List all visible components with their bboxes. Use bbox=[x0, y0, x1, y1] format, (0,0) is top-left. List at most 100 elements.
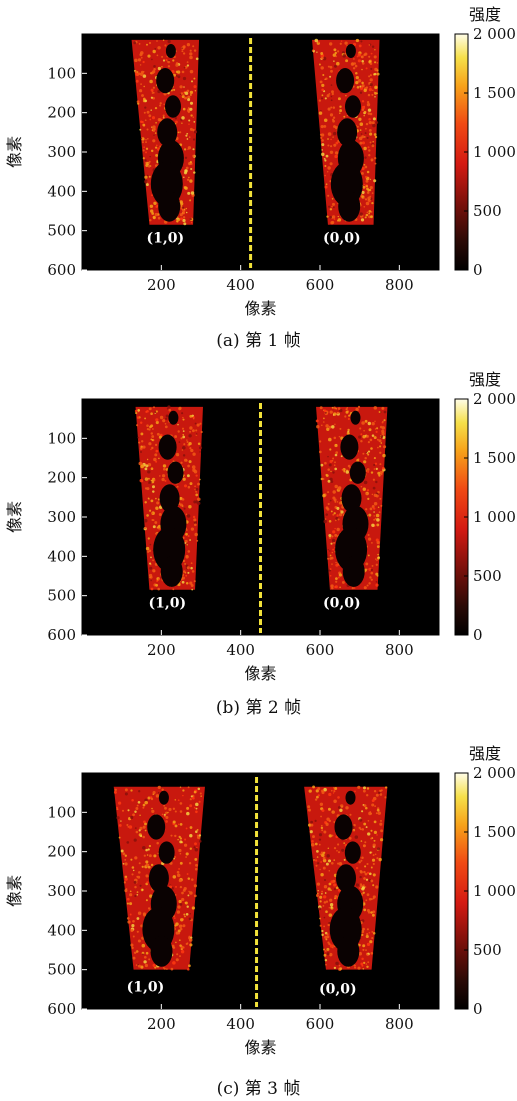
colorbar-tick-label: 0 bbox=[473, 1000, 483, 1018]
spot-label: (1,0) bbox=[148, 596, 186, 612]
dark-region bbox=[334, 814, 353, 840]
intensity-spot bbox=[315, 405, 388, 590]
colorbar-tick-label: 0 bbox=[473, 261, 483, 279]
colorbar-tick-label: 1 000 bbox=[473, 882, 516, 900]
y-tick-label: 300 bbox=[47, 882, 76, 900]
dark-region bbox=[342, 556, 365, 587]
colorbar-tick-label: 500 bbox=[473, 202, 502, 220]
spot-label: (0,0) bbox=[323, 231, 361, 247]
dark-region bbox=[337, 936, 360, 967]
spot-label: (0,0) bbox=[319, 981, 357, 997]
dark-region bbox=[337, 118, 358, 147]
caption-c: (c) 第 3 帧 bbox=[216, 1079, 301, 1099]
dark-region bbox=[157, 118, 178, 147]
colorbar-tick-label: 0 bbox=[473, 626, 483, 644]
x-axis-label: 像素 bbox=[244, 1038, 276, 1057]
intensity-spot bbox=[311, 38, 380, 225]
y-tick-label: 200 bbox=[47, 104, 76, 122]
colorbar-tick-label: 1 500 bbox=[473, 84, 516, 102]
y-tick-label: 500 bbox=[47, 587, 76, 605]
x-tick-label: 600 bbox=[306, 641, 335, 659]
x-tick-label: 600 bbox=[306, 1015, 335, 1033]
intensity-spot bbox=[131, 39, 200, 226]
y-tick-label: 200 bbox=[47, 843, 76, 861]
dark-region bbox=[158, 190, 181, 222]
spot-label: (1,0) bbox=[146, 231, 184, 247]
dark-region bbox=[148, 864, 169, 893]
dark-region bbox=[345, 44, 356, 58]
colorbar-title: 强度 bbox=[469, 370, 501, 389]
heatmap-panel-1: (1,0) (0,0) 200 400 600 800 100 200 300 400 500 600… bbox=[5, 370, 516, 683]
dark-region bbox=[344, 841, 361, 864]
spot-label: (0,0) bbox=[323, 596, 361, 612]
heatmap-panel-0: (1,0) (0,0) 200 400 600 800 100 200 300 400 500 600… bbox=[5, 5, 516, 318]
x-tick-label: 200 bbox=[147, 641, 176, 659]
intensity-spot bbox=[304, 785, 388, 971]
dark-region bbox=[349, 461, 366, 484]
dark-region bbox=[165, 95, 181, 118]
x-tick-label: 800 bbox=[385, 641, 414, 659]
y-tick-label: 300 bbox=[47, 508, 76, 526]
y-tick-label: 400 bbox=[47, 921, 76, 939]
intensity-spot bbox=[113, 785, 205, 971]
dark-region bbox=[160, 556, 183, 587]
x-tick-label: 400 bbox=[226, 641, 255, 659]
y-tick-label: 600 bbox=[47, 261, 76, 279]
y-tick-label: 200 bbox=[47, 469, 76, 487]
colorbar-title: 强度 bbox=[469, 5, 501, 24]
dark-region bbox=[167, 461, 184, 484]
colorbar-tick-label: 1 500 bbox=[473, 449, 516, 467]
x-tick-label: 800 bbox=[385, 1015, 414, 1033]
heatmap-panel-2: (1,0) (0,0) 200 400 600 800 100 200 300 400 500 600… bbox=[5, 744, 516, 1057]
x-tick-label: 800 bbox=[385, 276, 414, 294]
dark-region bbox=[147, 814, 166, 840]
colorbar-tick-label: 500 bbox=[473, 941, 502, 959]
y-tick-label: 100 bbox=[47, 429, 76, 447]
colorbar-tick-label: 1 000 bbox=[473, 143, 516, 161]
y-tick-label: 400 bbox=[47, 547, 76, 565]
dark-region bbox=[345, 95, 361, 118]
dark-region bbox=[168, 410, 179, 425]
colorbar-title: 强度 bbox=[469, 744, 501, 763]
colorbar-tick-label: 2 000 bbox=[473, 25, 516, 43]
x-tick-label: 200 bbox=[147, 276, 176, 294]
dark-region bbox=[150, 936, 173, 967]
y-axis-label: 像素 bbox=[5, 136, 24, 168]
x-tick-label: 400 bbox=[226, 276, 255, 294]
dark-region bbox=[158, 434, 177, 460]
dark-region bbox=[336, 864, 356, 893]
dark-region bbox=[336, 68, 355, 94]
dark-region bbox=[165, 44, 176, 58]
y-tick-label: 300 bbox=[47, 143, 76, 161]
dark-region bbox=[158, 790, 169, 805]
x-tick-label: 200 bbox=[147, 1015, 176, 1033]
colorbar-tick-label: 1 000 bbox=[473, 508, 516, 526]
y-tick-label: 100 bbox=[47, 803, 76, 821]
caption-a: (a) 第 1 帧 bbox=[216, 331, 301, 351]
y-tick-label: 500 bbox=[47, 222, 76, 240]
dark-region bbox=[158, 841, 175, 864]
y-tick-label: 500 bbox=[47, 961, 76, 979]
intensity-spot bbox=[134, 405, 203, 591]
y-tick-label: 100 bbox=[47, 64, 76, 82]
y-tick-label: 600 bbox=[47, 626, 76, 644]
spot-label: (1,0) bbox=[127, 979, 165, 995]
dark-region bbox=[345, 790, 356, 805]
caption-b: (b) 第 2 帧 bbox=[215, 698, 302, 718]
dark-region bbox=[159, 484, 180, 513]
x-tick-label: 400 bbox=[226, 1015, 255, 1033]
y-tick-label: 600 bbox=[47, 1000, 76, 1018]
colorbar-tick-label: 2 000 bbox=[473, 390, 516, 408]
dark-region bbox=[338, 190, 361, 222]
dark-region bbox=[341, 484, 362, 513]
x-axis-label: 像素 bbox=[244, 299, 276, 318]
colorbar-tick-label: 500 bbox=[473, 567, 502, 585]
dark-region bbox=[350, 410, 361, 425]
x-tick-label: 600 bbox=[306, 276, 335, 294]
colorbar-tick-label: 1 500 bbox=[473, 823, 516, 841]
dark-region bbox=[340, 434, 359, 460]
y-axis-label: 像素 bbox=[5, 501, 24, 533]
y-tick-label: 400 bbox=[47, 182, 76, 200]
colorbar-tick-label: 2 000 bbox=[473, 764, 516, 782]
